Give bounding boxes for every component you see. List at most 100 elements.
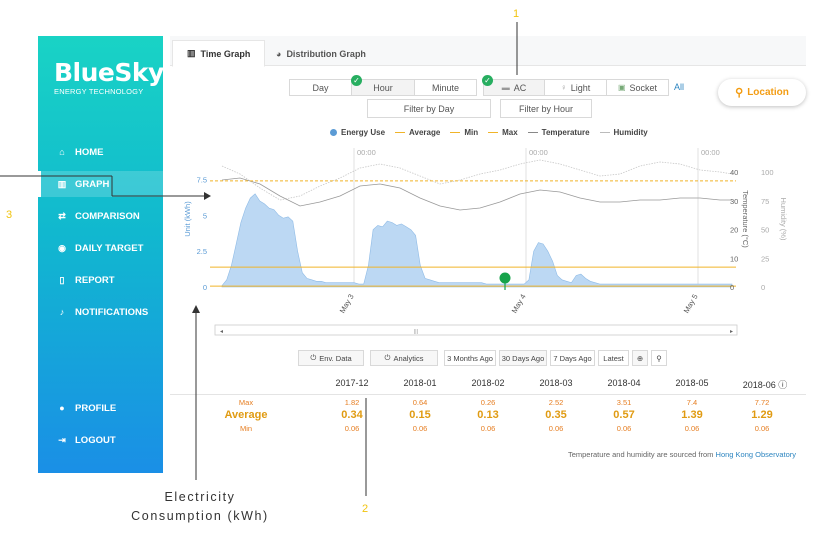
power-icon: ⏻: [310, 353, 317, 362]
swap-icon: ⇄: [58, 210, 66, 221]
range-3-months-button[interactable]: 3 Months Ago: [444, 350, 496, 366]
legend-swatch: [330, 129, 337, 136]
hong-kong-observatory-link[interactable]: Hong Kong Observatory: [715, 450, 796, 459]
sidebar-item-notifications[interactable]: ♪ NOTIFICATIONS: [38, 299, 163, 325]
sidebar-item-graph[interactable]: ▥ GRAPH: [38, 171, 163, 197]
row-label-max: Max: [238, 398, 254, 407]
all-link[interactable]: All: [674, 82, 685, 92]
info-icon[interactable]: ⓘ: [778, 380, 788, 390]
zoom-in-icon: ⊕: [636, 353, 644, 363]
min-value: 0.06: [548, 424, 564, 433]
legend-label: Humidity: [613, 128, 648, 137]
tab-label: Distribution Graph: [286, 48, 366, 59]
y-axis-label: Unit (kWh): [183, 201, 192, 237]
table-divider: [170, 394, 806, 395]
tab-distribution-graph[interactable]: ◕ Distribution Graph: [262, 40, 380, 67]
sidebar-item-comparison[interactable]: ⇄ COMPARISON: [38, 203, 163, 229]
zoom-out-button[interactable]: ⚲: [651, 350, 667, 366]
energy-use-area: [221, 193, 733, 288]
legend-average[interactable]: Average: [395, 128, 440, 137]
filter-by-day-button[interactable]: Filter by Day: [367, 99, 491, 118]
sidebar-item-home[interactable]: ⌂ HOME: [38, 139, 163, 165]
range-latest-button[interactable]: Latest: [598, 350, 629, 366]
sidebar-item-label: DAILY TARGET: [75, 242, 144, 254]
sidebar-item-label: REPORT: [75, 274, 115, 286]
logout-icon: ⇥: [58, 434, 66, 445]
max-value: 7.72: [754, 398, 770, 407]
max-value: 0.64: [412, 398, 428, 407]
annotation-caption-line: Electricity: [164, 490, 236, 504]
minute-button[interactable]: Minute: [414, 79, 477, 96]
temperature-axis-label: Temperature (°C): [741, 190, 750, 248]
annotation-number-2: 2: [362, 503, 369, 515]
min-value: 0.06: [684, 424, 700, 433]
energy-chart: 00:00 00:00 00:00 0 2.5 5 7.5 0 10 20 30 40 0 25 50…: [183, 148, 788, 336]
ac-label: AC: [513, 82, 527, 93]
y-tick-label: 5: [203, 211, 207, 220]
temperature-line: [221, 177, 732, 211]
legend-temperature[interactable]: Temperature: [527, 128, 590, 137]
day-button[interactable]: Day: [289, 79, 352, 96]
humidity-line: [221, 159, 733, 201]
sidebar-item-label: GRAPH: [75, 178, 110, 190]
humidity-axis-label: Humidity (%): [779, 198, 788, 241]
month-header: 2017-12: [335, 378, 369, 388]
legend-label: Max: [502, 128, 518, 137]
current-time-marker[interactable]: [499, 272, 511, 284]
sidebar-item-logout[interactable]: ⇥ LOGOUT: [38, 427, 163, 453]
location-button[interactable]: ⚲ Location: [718, 79, 806, 106]
sidebar-item-label: NOTIFICATIONS: [75, 306, 149, 318]
socket-label: Socket: [629, 82, 658, 93]
annotation-number-3: 3: [6, 209, 13, 221]
average-value: 0.13: [477, 409, 499, 421]
socket-button[interactable]: ▣ Socket: [606, 79, 669, 96]
light-button[interactable]: ♀ Light: [544, 79, 607, 96]
legend-swatch: [450, 132, 461, 133]
min-value: 0.06: [344, 424, 360, 433]
time-marker-label: 00:00: [701, 148, 720, 157]
env-data-button[interactable]: ⏻ Env. Data: [298, 350, 364, 366]
legend-humidity[interactable]: Humidity: [599, 128, 648, 137]
legend-max[interactable]: Max: [488, 128, 518, 137]
logo-tagline: ENERGY TECHNOLOGY: [54, 87, 144, 96]
legend-energy-use[interactable]: Energy Use: [330, 128, 385, 137]
scroll-left-icon[interactable]: ◂: [220, 329, 223, 335]
zoom-in-button[interactable]: ⊕: [632, 350, 648, 366]
y-tick-label: 0: [203, 283, 207, 292]
humidity-tick-label: 75: [761, 197, 769, 206]
tab-time-graph[interactable]: ▥ Time Graph: [172, 40, 266, 67]
analytics-button[interactable]: ⏻ Analytics: [370, 350, 438, 366]
scroll-right-icon[interactable]: ▸: [730, 329, 733, 335]
tab-bar: ▥ Time Graph ◕ Distribution Graph: [170, 36, 806, 67]
legend-swatch: [599, 132, 610, 133]
sidebar-item-daily-target[interactable]: ◉ DAILY TARGET: [38, 235, 163, 261]
chart-legend: Energy Use Average Min Max Temperature H…: [330, 128, 658, 137]
range-7-days-button[interactable]: 7 Days Ago: [550, 350, 595, 366]
legend-label: Temperature: [541, 128, 590, 137]
month-header: 2018-06: [742, 380, 776, 390]
user-icon: ●: [59, 403, 65, 413]
chart-scrollbar[interactable]: [214, 324, 738, 336]
pie-chart-icon: ◕: [276, 48, 282, 59]
lightbulb-icon: ♀: [560, 83, 567, 92]
bar-chart-icon: ▥: [57, 178, 67, 189]
max-value: 7.4: [686, 398, 698, 407]
x-axis-ticks: May 3 May 4 May 5: [338, 293, 700, 315]
sidebar-item-label: PROFILE: [75, 402, 117, 414]
main-panel: ▥ Time Graph ◕ Distribution Graph Day Ho…: [170, 36, 806, 466]
sidebar-item-profile[interactable]: ● PROFILE: [38, 395, 163, 421]
scroll-grip-icon[interactable]: |||: [414, 329, 418, 335]
logo-name: BlueSky: [54, 58, 164, 87]
min-value: 0.06: [616, 424, 632, 433]
month-header: 2018-05: [675, 378, 709, 388]
sidebar-item-report[interactable]: ▯ REPORT: [38, 267, 163, 293]
humidity-tick-label: 50: [761, 226, 769, 235]
filter-by-hour-button[interactable]: Filter by Hour: [500, 99, 592, 118]
max-value: 2.52: [548, 398, 564, 407]
range-30-days-button[interactable]: 30 Days Ago: [499, 350, 547, 366]
temperature-axis-ticks: 0 10 20 30 40: [730, 168, 738, 292]
x-tick-label: May 3: [338, 293, 356, 315]
legend-min[interactable]: Min: [450, 128, 478, 137]
sidebar: BlueSky ENERGY TECHNOLOGY ⌂ HOME ▥ GRAPH…: [38, 36, 164, 473]
